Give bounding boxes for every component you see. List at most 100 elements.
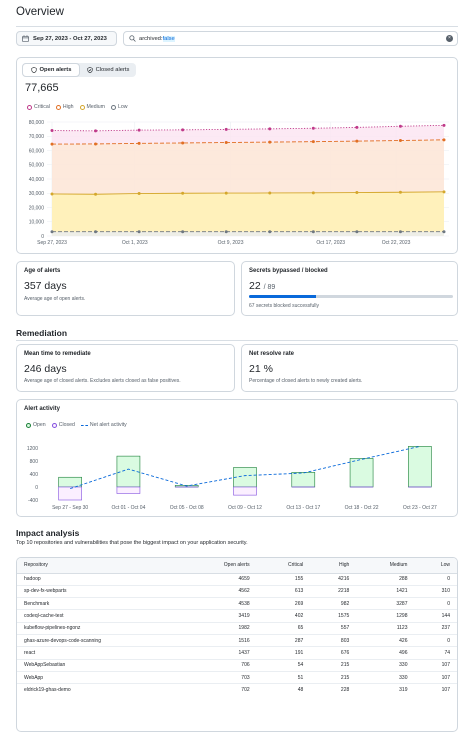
table-row[interactable]: WebApp 703 51 215 330 107	[17, 671, 457, 685]
repository-name-cell[interactable]: WebAppSebastian	[17, 659, 184, 672]
closed-bar[interactable]	[58, 486, 82, 501]
data-point[interactable]	[442, 190, 446, 194]
data-point[interactable]	[181, 230, 185, 234]
data-point[interactable]	[311, 126, 315, 130]
data-point[interactable]	[181, 191, 185, 195]
severity-legend-label: Critical	[34, 104, 50, 110]
data-point[interactable]	[137, 230, 141, 234]
alert-activity-title: Alert activity	[24, 406, 61, 412]
data-point[interactable]	[442, 138, 446, 142]
impact-table-card: Repository Open alerts Critical High Medium L…	[16, 557, 458, 732]
table-row[interactable]: sp-dev-fx-webparts 4562 613 2218 1421 310	[17, 585, 457, 599]
closed-bar[interactable]	[116, 486, 141, 494]
table-row[interactable]: Benchmark 4538 269 982 3287 0	[17, 597, 457, 611]
data-point[interactable]	[137, 141, 141, 145]
x-tick-label: Oct 01 - Oct 04	[111, 505, 145, 511]
activity-legend-item[interactable]: Open	[26, 422, 46, 428]
repository-name-cell[interactable]: sp-dev-fx-webparts	[17, 585, 184, 599]
severity-legend-item[interactable]: Medium	[79, 104, 105, 110]
table-cell: 310	[414, 585, 457, 599]
table-cell: 228	[340, 687, 350, 694]
severity-legend-item[interactable]: High	[55, 104, 74, 110]
data-point[interactable]	[442, 230, 446, 234]
severity-legend-item[interactable]: Critical	[27, 104, 50, 110]
data-point[interactable]	[94, 142, 98, 146]
data-point[interactable]	[442, 123, 446, 127]
series-line	[51, 191, 445, 195]
tab-open-alerts[interactable]: Open alerts	[22, 63, 80, 77]
activity-legend-item[interactable]: Net alert activity	[80, 422, 127, 428]
tab-closed-alerts[interactable]: Closed alerts	[80, 63, 136, 77]
table-row[interactable]: react 1437 191 676 496 74	[17, 646, 457, 660]
data-point[interactable]	[268, 140, 272, 144]
table-row[interactable]: eldrick19-ghas-demo 702 48 228 319 107	[17, 684, 457, 696]
x-tick-label: Sep 27 - Sep 30	[52, 505, 88, 511]
data-point[interactable]	[181, 141, 185, 145]
net-resolve-card: Net resolve rate 21 % Percentage of clos…	[241, 344, 458, 392]
data-point[interactable]	[50, 142, 54, 146]
open-bar[interactable]	[349, 458, 374, 488]
data-point[interactable]	[94, 129, 98, 133]
data-point[interactable]	[311, 191, 315, 195]
repository-name-cell[interactable]: hadoop	[17, 573, 184, 586]
repository-name-cell[interactable]: ghas-azure-devops-code-scanning	[17, 634, 184, 648]
repository-name-cell[interactable]: codeql-cache-test	[17, 609, 184, 623]
data-point[interactable]	[50, 192, 54, 196]
repository-name-cell[interactable]: kubeflow-pipelines-ngonz	[17, 622, 184, 635]
secrets-total: / 89	[263, 284, 276, 291]
data-point[interactable]	[398, 139, 402, 143]
closed-bar[interactable]	[233, 486, 257, 496]
data-point[interactable]	[224, 191, 228, 195]
table-cell: 557	[310, 622, 357, 635]
table-row[interactable]: codeql-cache-test 3419 402 1575 1298 144	[17, 609, 457, 623]
table-row[interactable]: kubeflow-pipelines-ngonz 1982 65 557 1123 237	[17, 622, 457, 635]
severity-legend-item[interactable]: Low	[110, 104, 128, 110]
open-bar[interactable]	[291, 472, 316, 488]
data-point[interactable]	[50, 129, 54, 133]
data-point[interactable]	[398, 230, 402, 234]
shield-check-icon	[87, 67, 93, 73]
data-point[interactable]	[268, 191, 272, 195]
secrets-title: Secrets bypassed / blocked	[249, 268, 328, 274]
data-point[interactable]	[224, 127, 228, 131]
repository-name-cell[interactable]: eldrick19-ghas-demo	[24, 687, 71, 694]
data-point[interactable]	[355, 125, 359, 129]
data-point[interactable]	[355, 139, 359, 143]
open-bar[interactable]	[58, 476, 82, 488]
data-point[interactable]	[268, 127, 272, 131]
table-row[interactable]: ghas-azure-devops-code-scanning 1516 287 80…	[17, 634, 457, 648]
date-range-button[interactable]: Sep 27, 2023 - Oct 27, 2023	[16, 31, 117, 46]
table-row[interactable]: hadoop 4659 155 4216 288 0	[17, 573, 457, 586]
open-bar[interactable]	[408, 446, 432, 488]
open-bar[interactable]	[233, 467, 257, 488]
impact-subtitle: Top 10 repositories and vulnerabilities …	[16, 540, 248, 546]
clear-icon[interactable]: ×	[446, 35, 453, 42]
table-row[interactable]: WebAppSebastian 706 54 215 330 107	[17, 659, 457, 672]
data-point[interactable]	[311, 140, 315, 144]
y-tick-label: 20,000	[29, 205, 45, 211]
repository-name-cell[interactable]: react	[17, 646, 184, 660]
data-point[interactable]	[398, 190, 402, 194]
data-point[interactable]	[94, 230, 98, 234]
data-point[interactable]	[137, 128, 141, 132]
repository-name-cell[interactable]: WebApp	[17, 671, 184, 685]
calendar-icon	[22, 35, 29, 42]
filter-search-input[interactable]: archived:false ×	[123, 31, 458, 46]
open-bar[interactable]	[116, 455, 141, 488]
data-point[interactable]	[181, 128, 185, 132]
table-cell: 1421	[356, 585, 415, 599]
data-point[interactable]	[50, 230, 54, 234]
data-point[interactable]	[355, 230, 359, 234]
data-point[interactable]	[311, 230, 315, 234]
data-point[interactable]	[355, 191, 359, 195]
impact-table-header: Repository Open alerts Critical High Medium L…	[17, 558, 457, 574]
data-point[interactable]	[94, 192, 98, 196]
repository-name-cell[interactable]: Benchmark	[17, 597, 184, 611]
mttr-subtitle: Average age of closed alerts. Excludes a…	[24, 378, 181, 384]
activity-legend-item[interactable]: Closed	[51, 422, 75, 428]
data-point[interactable]	[224, 141, 228, 145]
data-point[interactable]	[137, 192, 141, 196]
data-point[interactable]	[268, 230, 272, 234]
data-point[interactable]	[398, 124, 402, 128]
data-point[interactable]	[224, 230, 228, 234]
